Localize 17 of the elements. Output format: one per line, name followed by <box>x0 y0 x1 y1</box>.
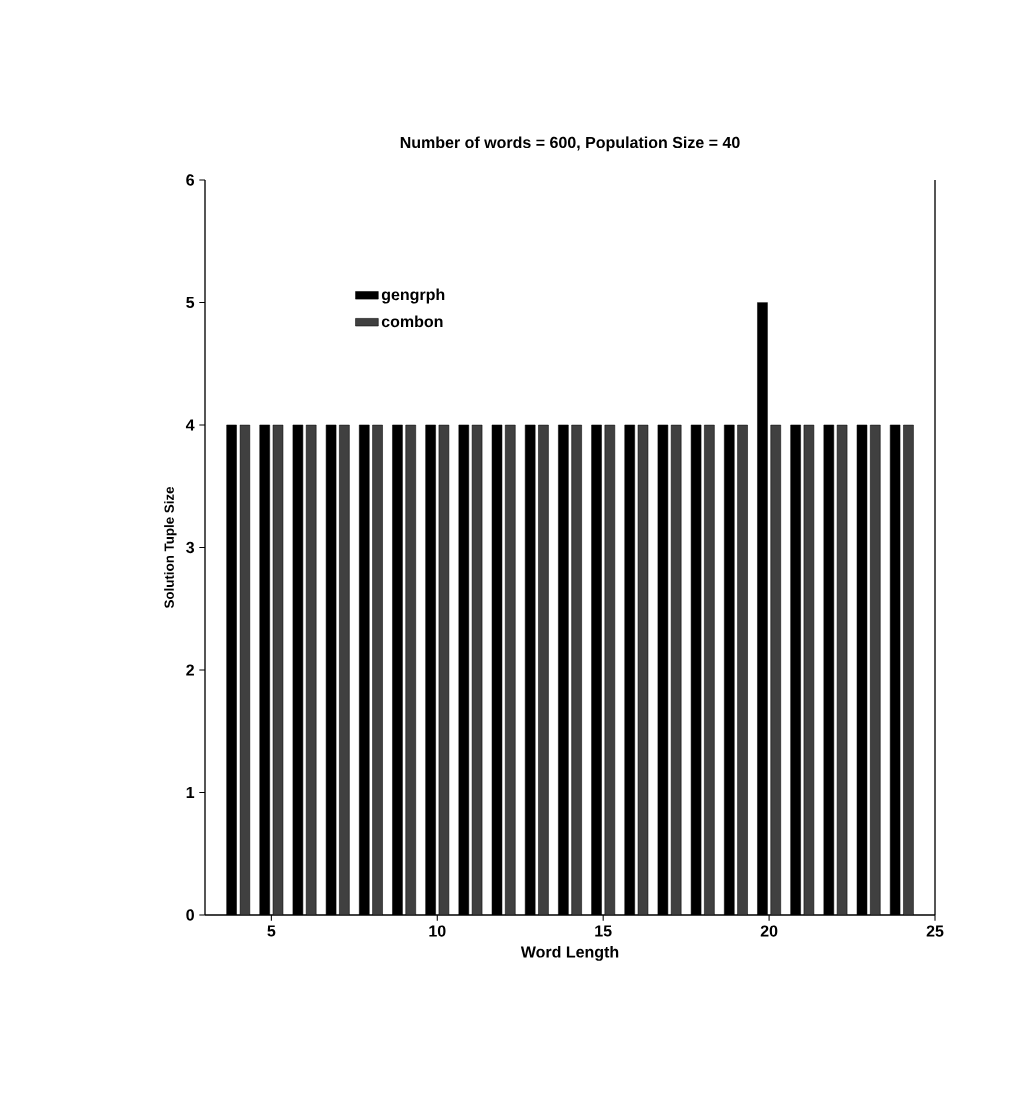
y-tick-label: 4 <box>185 419 195 431</box>
x-tick-label: 25 <box>926 925 944 937</box>
y-tick-label: 1 <box>186 787 195 798</box>
legend-label: combon <box>381 315 443 328</box>
y-tick-label: 2 <box>186 664 194 676</box>
x-tick-label: 20 <box>760 925 778 937</box>
x-tick-label: 5 <box>267 925 276 937</box>
x-tick-label: 15 <box>595 925 612 937</box>
chart-title: Number of words = 600, Population Size = 40 <box>400 136 740 152</box>
x-axis-title: Word Length <box>520 945 619 961</box>
y-axis-title: Solution Tuple Size <box>164 486 177 609</box>
y-tick-label: 0 <box>186 909 194 921</box>
y-tick-label: 6 <box>186 174 195 186</box>
y-tick-label: 5 <box>186 296 195 309</box>
legend-label: gengrph <box>381 288 445 304</box>
x-tick-label: 10 <box>429 925 446 937</box>
y-tick-label: 3 <box>186 541 195 554</box>
